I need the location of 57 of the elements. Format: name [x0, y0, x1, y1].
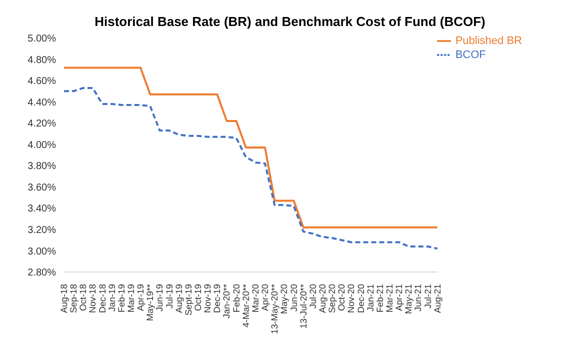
x-tick-label: Aug-21 — [432, 284, 442, 314]
legend-label: BCOF — [455, 48, 486, 61]
x-tick-label: Oct-19 — [193, 284, 204, 312]
x-tick-label: Sept-19 — [183, 284, 194, 316]
x-tick-label: Apr-19 — [136, 284, 146, 312]
x-tick-label: Jul-19 — [164, 284, 174, 309]
legend-label: Published BR — [455, 34, 522, 47]
x-tick-label: Jul-20 — [308, 284, 318, 309]
y-tick-label: 3.00% — [28, 246, 56, 258]
x-tick-label: Feb-20 — [231, 284, 242, 313]
y-tick-label: 4.40% — [28, 97, 56, 108]
y-tick-label: 3.60% — [28, 182, 56, 194]
y-tick-label: 2.80% — [28, 268, 56, 279]
x-tick-label: Jun-21 — [413, 284, 424, 312]
x-tick-label: Apr-20 — [260, 284, 270, 312]
x-tick-label: Jun-20 — [288, 284, 299, 312]
y-tick-label: 5.00% — [28, 34, 56, 45]
x-tick-label: 13-May-20** — [270, 284, 280, 334]
x-tick-label: Jul-21 — [422, 284, 433, 309]
y-tick-label: 3.20% — [28, 225, 56, 236]
x-tick-label: Apr-21 — [394, 284, 404, 312]
x-tick-label: Nov-19 — [202, 284, 213, 314]
line-series — [63, 66, 438, 228]
x-tick-label: Nov-18 — [88, 284, 98, 314]
y-tick-label: 3.80% — [28, 161, 56, 172]
chart-title: Historical Base Rate (BR) and Benchmark Cost of Fund (BCOF) — [94, 13, 486, 31]
x-tick-label: Aug-18 — [59, 284, 69, 314]
x-tick-label: May-20 — [279, 284, 290, 314]
x-tick-label: Jun-19 — [154, 284, 165, 312]
x-tick-label: May-21 — [404, 284, 414, 314]
x-tick-label: Mar-20 — [250, 284, 260, 313]
x-tick-label: Jan-19 — [106, 284, 117, 312]
x-tick-label: Dec-18 — [97, 284, 108, 314]
y-tick-label: 4.20% — [28, 118, 56, 130]
x-tick-label: Aug-20 — [317, 284, 328, 314]
x-tick-label: Sep-20 — [327, 284, 338, 314]
x-tick-label: Sep-18 — [68, 284, 79, 314]
x-tick-label: Mar-19 — [126, 284, 136, 313]
x-tick-label: Dec-19 — [212, 284, 222, 314]
y-tick-label: 4.00% — [28, 140, 56, 151]
y-tick-label: 4.80% — [28, 54, 56, 66]
x-tick-label: 13-Jul-20** — [298, 284, 308, 329]
x-tick-label: Aug-19 — [174, 284, 184, 314]
x-tick-label: Dec-20 — [356, 284, 366, 314]
x-tick-label: Oct-20 — [336, 284, 347, 312]
x-tick-label: 4-Mar-20** — [240, 284, 251, 328]
y-tick-label: 4.60% — [28, 76, 56, 88]
x-tick-label: Feb-21 — [374, 284, 385, 313]
line-series — [63, 86, 438, 250]
x-tick-label: May-19** — [145, 284, 156, 322]
x-tick-label: Jan-20** — [222, 284, 232, 319]
x-tick-label: Nov-20 — [346, 284, 356, 314]
x-tick-label: Jan-21 — [365, 284, 376, 312]
y-tick-label: 3.40% — [28, 204, 56, 215]
x-tick-label: Oct-18 — [78, 284, 88, 312]
x-tick-label: Mar-21 — [384, 284, 394, 313]
x-tick-label: Feb-19 — [116, 284, 126, 313]
